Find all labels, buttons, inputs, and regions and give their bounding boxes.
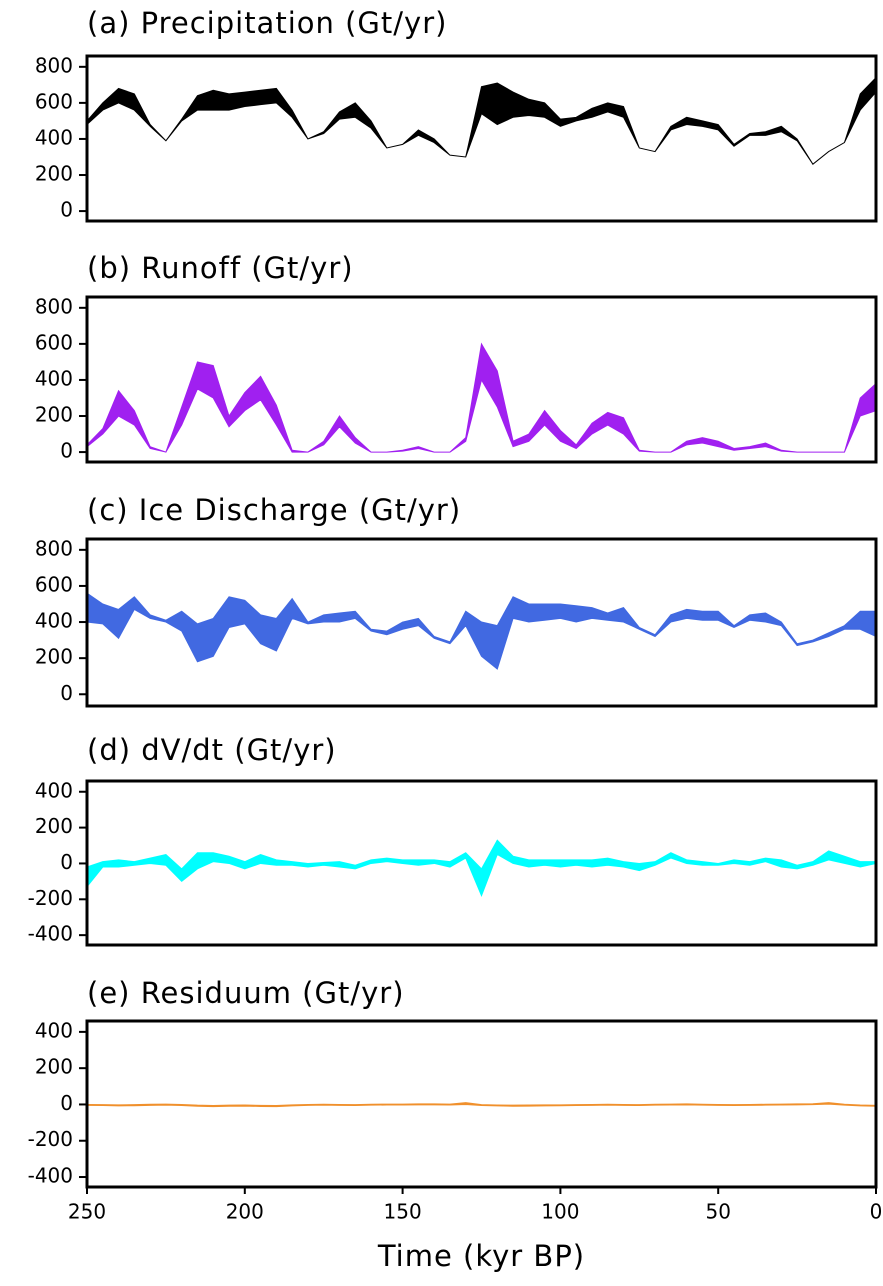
band xyxy=(86,839,877,898)
y-tick-label: 0 xyxy=(60,198,73,222)
x-tick-label: 100 xyxy=(541,1200,579,1224)
plot-frame xyxy=(85,1019,878,1189)
y-tick-label: 200 xyxy=(35,814,73,838)
x-tick-label: 50 xyxy=(705,1200,730,1224)
y-tick-label: -400 xyxy=(28,922,73,946)
y-tick-label: 600 xyxy=(35,572,73,596)
band xyxy=(86,592,877,670)
panel-title: (c) Ice Discharge (Gt/yr) xyxy=(87,493,461,527)
y-tick-label: 200 xyxy=(35,403,73,427)
y-tick-label: 200 xyxy=(35,162,73,186)
band xyxy=(86,1102,877,1108)
y-tick-label: 400 xyxy=(35,366,73,390)
x-tick-label: 200 xyxy=(226,1200,264,1224)
y-tick-label: 800 xyxy=(35,53,73,77)
x-axis-label: Time (kyr BP) xyxy=(377,1239,585,1273)
y-tick-label: 800 xyxy=(35,294,73,318)
plot-frame xyxy=(85,779,878,947)
y-tick-label: 0 xyxy=(60,681,73,705)
panel-title: (a) Precipitation (Gt/yr) xyxy=(87,6,447,40)
plot-frame xyxy=(85,537,878,708)
y-tick-label: 0 xyxy=(60,850,73,874)
y-tick-label: -400 xyxy=(28,1164,73,1188)
band xyxy=(86,342,877,453)
y-tick-label: 400 xyxy=(35,609,73,633)
y-tick-label: 400 xyxy=(35,1018,73,1042)
x-tick-label: 0 xyxy=(870,1200,883,1224)
x-tick-label: 150 xyxy=(384,1200,422,1224)
panel-title: (b) Runoff (Gt/yr) xyxy=(87,251,354,285)
y-tick-label: 600 xyxy=(35,89,73,113)
panel-title: (e) Residuum (Gt/yr) xyxy=(87,976,405,1010)
y-tick-label: 800 xyxy=(35,536,73,560)
y-tick-label: 200 xyxy=(35,645,73,669)
y-tick-label: 0 xyxy=(60,439,73,463)
band xyxy=(86,76,877,165)
plot-frame xyxy=(85,295,878,464)
plot-frame xyxy=(85,54,878,223)
y-tick-label: 600 xyxy=(35,330,73,354)
panel-title: (d) dV/dt (Gt/yr) xyxy=(87,733,337,767)
y-tick-label: 400 xyxy=(35,778,73,802)
x-tick-label: 250 xyxy=(68,1200,106,1224)
y-tick-label: -200 xyxy=(28,886,73,910)
y-tick-label: 200 xyxy=(35,1055,73,1079)
y-tick-label: -200 xyxy=(28,1127,73,1151)
y-tick-label: 0 xyxy=(60,1091,73,1115)
y-tick-label: 400 xyxy=(35,125,73,149)
